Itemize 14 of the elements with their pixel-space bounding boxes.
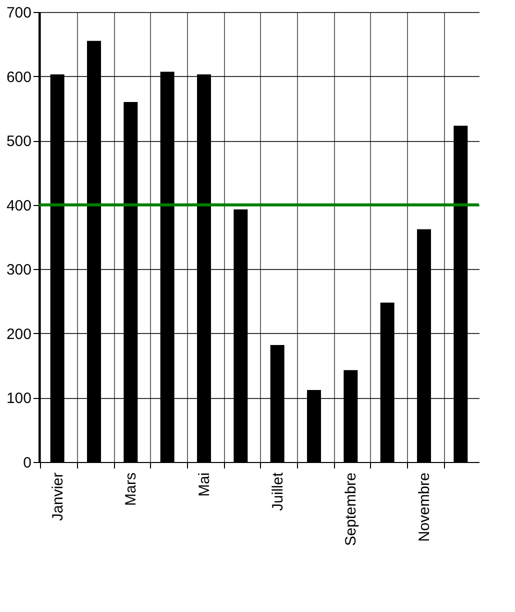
x-tick-label: Juillet: [269, 472, 286, 511]
y-tick-label: 0: [23, 454, 32, 472]
y-tick-label: 300: [6, 262, 32, 279]
x-tick-label: Mars: [122, 472, 140, 506]
y-tick-label: 600: [6, 68, 32, 86]
y-tick-label: 500: [6, 133, 32, 150]
x-tick-label: Novembre: [416, 472, 433, 542]
x-tick-label: Mai: [196, 472, 213, 497]
x-tick-label: Septembre: [342, 472, 360, 546]
y-tick-label: 400: [6, 197, 32, 214]
y-tick-label: 700: [6, 4, 32, 22]
y-tick-label: 200: [6, 326, 32, 343]
y-tick-label: 100: [6, 390, 32, 408]
x-tick-label: Janvier: [49, 472, 66, 521]
